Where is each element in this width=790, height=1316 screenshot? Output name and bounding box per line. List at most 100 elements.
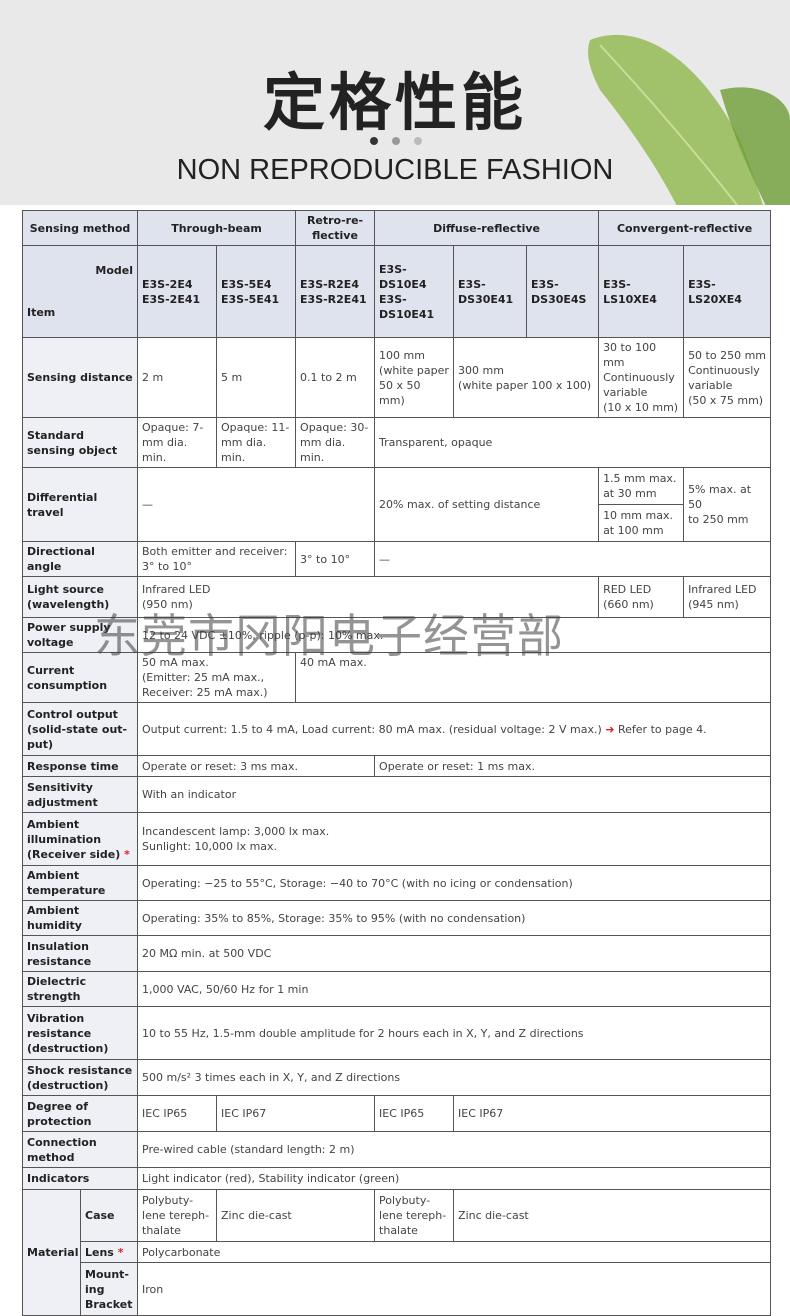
cell: 50 mA max. (Emitter: 25 mA max., Receive… [137, 652, 297, 703]
cell: 0.1 to 2 m [295, 337, 376, 418]
label-text: Lens [85, 1245, 114, 1259]
cell: 2 m [137, 337, 218, 418]
row-label: Differential travel [21, 467, 139, 542]
cell: Operating: 35% to 85%, Storage: 35% to 9… [137, 900, 772, 936]
cell: Polycarbonate [137, 1241, 772, 1263]
cell: Operate or reset: 1 ms max. [374, 755, 772, 777]
row-label: Insulation resistance [21, 935, 139, 972]
cell: Pre-wired cable (standard length: 2 m) [137, 1131, 772, 1168]
row-label: Control output (solid-state out- put) [21, 702, 139, 756]
group-header: Convergent-reflective [598, 210, 772, 246]
cell: Infrared LED (945 nm) [683, 576, 772, 618]
row-label: Material [22, 1189, 81, 1316]
cell: 500 m/s² 3 times each in X, Y, and Z dir… [137, 1059, 772, 1096]
sub-label: Lens * [79, 1241, 139, 1263]
cell: 1,000 VAC, 50/60 Hz for 1 min [137, 971, 772, 1007]
model-label: Model [95, 264, 134, 277]
cell: Operate or reset: 3 ms max. [137, 755, 376, 777]
header-cell: Sensing method [21, 210, 139, 246]
cell: Polybuty- lene tereph- thalate [137, 1189, 218, 1242]
cell: Incandescent lamp: 3,000 lx max. Sunligh… [137, 812, 772, 866]
cell: 10 to 55 Hz, 1.5-mm double amplitude for… [137, 1006, 772, 1060]
cell: Transparent, opaque [374, 417, 772, 468]
item-label: Item [27, 306, 56, 319]
cell: Operating: −25 to 55°C, Storage: −40 to … [137, 865, 772, 901]
cell: 5 m [216, 337, 297, 418]
sub-label: Case [79, 1189, 139, 1242]
row-label: Dielectric strength [21, 971, 139, 1007]
title: 定格性能 [262, 66, 527, 139]
cell-text: Output current: 1.5 to 4 mA, Load curren… [142, 722, 602, 736]
cell: 30 to 100 mm Continuously variable (10 x… [598, 337, 685, 418]
cell: IEC IP67 [453, 1095, 772, 1132]
row-label: Standard sensing object [21, 417, 139, 468]
row-label: Vibration resistance (destruction) [21, 1006, 139, 1060]
cell: 20% max. of setting distance [374, 467, 600, 542]
cell: — [374, 541, 772, 577]
cell: Polybuty- lene tereph- thalate [374, 1189, 455, 1242]
group-header: Diffuse-reflective [374, 210, 600, 246]
cell: Output current: 1.5 to 4 mA, Load curren… [137, 702, 772, 756]
row-label: Degree of protection [21, 1095, 139, 1132]
cell: Opaque: 11- mm dia. min. [216, 417, 297, 468]
header: 定格性能 NON REPRODUCIBLE FASHION [0, 0, 790, 205]
cell: 100 mm (white paper 50 x 50 mm) [374, 337, 455, 418]
cell: Infrared LED (950 nm) [137, 576, 600, 618]
cell: IEC IP65 [374, 1095, 455, 1132]
group-header: Retro-re- flective [295, 210, 376, 246]
cell: 5% max. at 50 to 250 mm [683, 467, 772, 542]
model: E3S- LS10XE4 [598, 245, 685, 338]
row-label: Sensitivity adjustment [21, 776, 139, 813]
model: E3S- DS30E4S [526, 245, 600, 338]
row-label: Connection method [21, 1131, 139, 1168]
cell: 50 to 250 mm Continuously variable (50 x… [683, 337, 772, 418]
leaf-decoration [370, 35, 790, 205]
cell: Iron [137, 1262, 772, 1316]
row-label: Ambient humidity [21, 900, 139, 936]
row-label: Directional angle [21, 541, 139, 577]
cell: 300 mm (white paper 100 x 100) [453, 337, 600, 418]
cell: — [137, 467, 376, 542]
label-text: Ambient illumination (Receiver side) [27, 817, 121, 861]
cell: 12 to 24 VDC ±10%, ripple (p-p): 10% max… [137, 617, 772, 653]
model: E3S- DS10E4 E3S- DS10E41 [374, 245, 455, 338]
cell: IEC IP67 [216, 1095, 376, 1132]
cell: RED LED (660 nm) [598, 576, 685, 618]
reference: Refer to page 4. [618, 722, 707, 736]
row-label: Light source (wavelength) [21, 576, 139, 618]
spec-table: Sensing method Through-beam Retro-re- fl… [21, 210, 772, 1316]
cell: Both emitter and receiver: 3° to 10° [137, 541, 297, 577]
row-label: Ambient illumination (Receiver side) * [21, 812, 139, 866]
cell: 20 MΩ min. at 500 VDC [137, 935, 772, 972]
cell: Zinc die-cast [216, 1189, 376, 1242]
cell: Zinc die-cast [453, 1189, 772, 1242]
cell: Light indicator (red), Stability indicat… [137, 1167, 772, 1190]
cell: Opaque: 7- mm dia. min. [137, 417, 218, 468]
row-label: Response time [21, 755, 139, 777]
cell: 40 mA max. [295, 652, 772, 703]
model: E3S-R2E4 E3S-R2E41 [295, 245, 376, 338]
row-label: Power supply voltage [21, 617, 139, 653]
model: E3S-5E4 E3S-5E41 [216, 245, 297, 338]
group-header: Through-beam [137, 210, 297, 246]
row-label: Indicators [21, 1167, 139, 1190]
model: E3S-2E4 E3S-2E41 [137, 245, 218, 338]
sub-label: Mount- ing Bracket [79, 1262, 139, 1316]
row-label: Ambient temperature [21, 865, 139, 901]
model: E3S- DS30E41 [453, 245, 528, 338]
subtitle: NON REPRODUCIBLE FASHION [176, 154, 614, 186]
note-mark: * [124, 847, 130, 861]
cell: Opaque: 30- mm dia. min. [295, 417, 376, 468]
cell: 1.5 mm max. at 30 mm [598, 467, 685, 505]
cell: With an indicator [137, 776, 772, 813]
cell: IEC IP65 [137, 1095, 218, 1132]
model: E3S- LS20XE4 [683, 245, 772, 338]
model-item-header: Model Item [21, 245, 139, 338]
cell: 3° to 10° [295, 541, 376, 577]
arrow: ➜ [605, 722, 615, 736]
cell: 10 mm max. at 100 mm [598, 504, 685, 542]
row-label: Shock resistance (destruction) [21, 1059, 139, 1096]
note-mark: * [117, 1245, 124, 1259]
